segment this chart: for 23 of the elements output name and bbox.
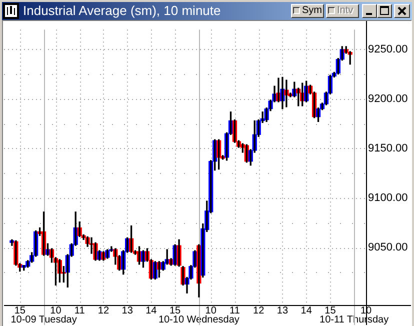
x-tick-label: 13 [276,305,288,316]
x-tick-label: 15 [169,305,182,316]
x-tick-label: 10 [50,305,62,316]
chart-title: Industrial Average (sm), 10 minute [23,3,221,19]
x-tick-label: 15 [14,305,26,316]
x-tick-label: 12 [98,305,110,316]
y-tick-label: 9250.00 [368,43,408,56]
x-tick-label: 14 [300,305,312,316]
toggle-button: Sym [291,4,324,18]
x-tick-label: 15 [324,305,336,316]
x-tick-label: 10 [205,305,217,316]
x-tick-label: 12 [253,305,265,316]
toggle-button: Intv [326,4,359,18]
x-tick-label: 10-09 Tuesday [10,314,77,326]
y-tick-label: 9100.00 [368,192,408,204]
x-tick-label: 10-10 Wednesday [158,314,240,326]
x-tick-label: 11 [74,305,86,316]
x-tick-label: 11 [230,305,240,316]
x-tick-label: 14 [146,305,158,316]
y-tick-label: 9050.00 [368,242,408,254]
y-tick-label: 9150.00 [368,142,408,155]
x-tick-label: 13 [122,305,134,316]
y-tick-label: 9200.00 [368,92,408,105]
